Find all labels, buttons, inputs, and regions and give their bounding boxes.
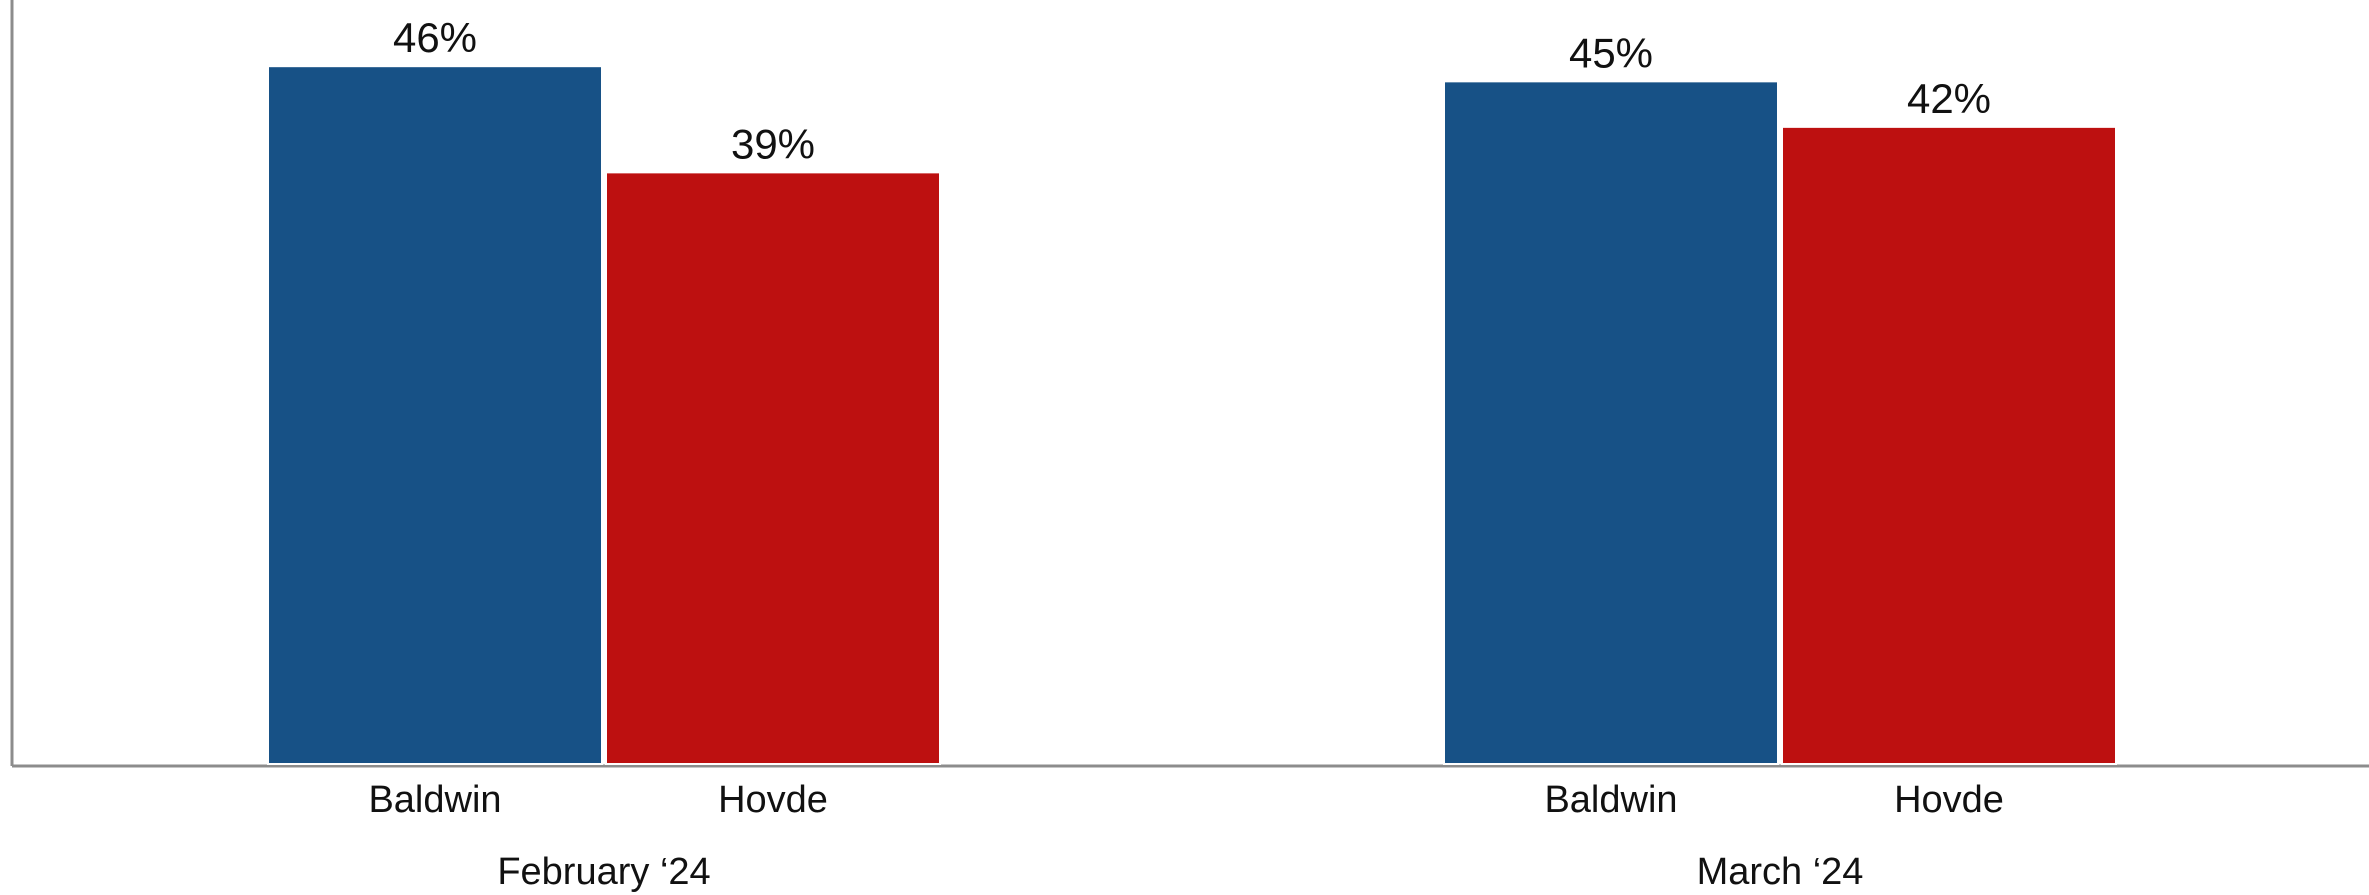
x-group-label-march-24: March ‘24	[1697, 851, 1864, 893]
data-label-march-24-baldwin: 45%	[1569, 29, 1653, 76]
x-tick-label-february-24-baldwin: Baldwin	[368, 779, 501, 821]
x-tick-label-march-24-hovde: Hovde	[1894, 779, 2004, 821]
bar-february-24-hovde	[605, 171, 941, 765]
data-label-march-24-hovde: 42%	[1907, 75, 1991, 122]
x-tick-label-march-24-baldwin: Baldwin	[1544, 779, 1677, 821]
bars-layer	[267, 65, 2117, 766]
bar-march-24-hovde	[1781, 125, 2117, 766]
data-label-february-24-hovde: 39%	[731, 120, 815, 167]
bar-march-24-baldwin	[1443, 80, 1779, 766]
data-label-february-24-baldwin: 46%	[393, 14, 477, 61]
x-tick-label-february-24-hovde: Hovde	[718, 779, 828, 821]
x-group-label-february-24: February ‘24	[497, 851, 710, 893]
bar-february-24-baldwin	[267, 65, 603, 766]
